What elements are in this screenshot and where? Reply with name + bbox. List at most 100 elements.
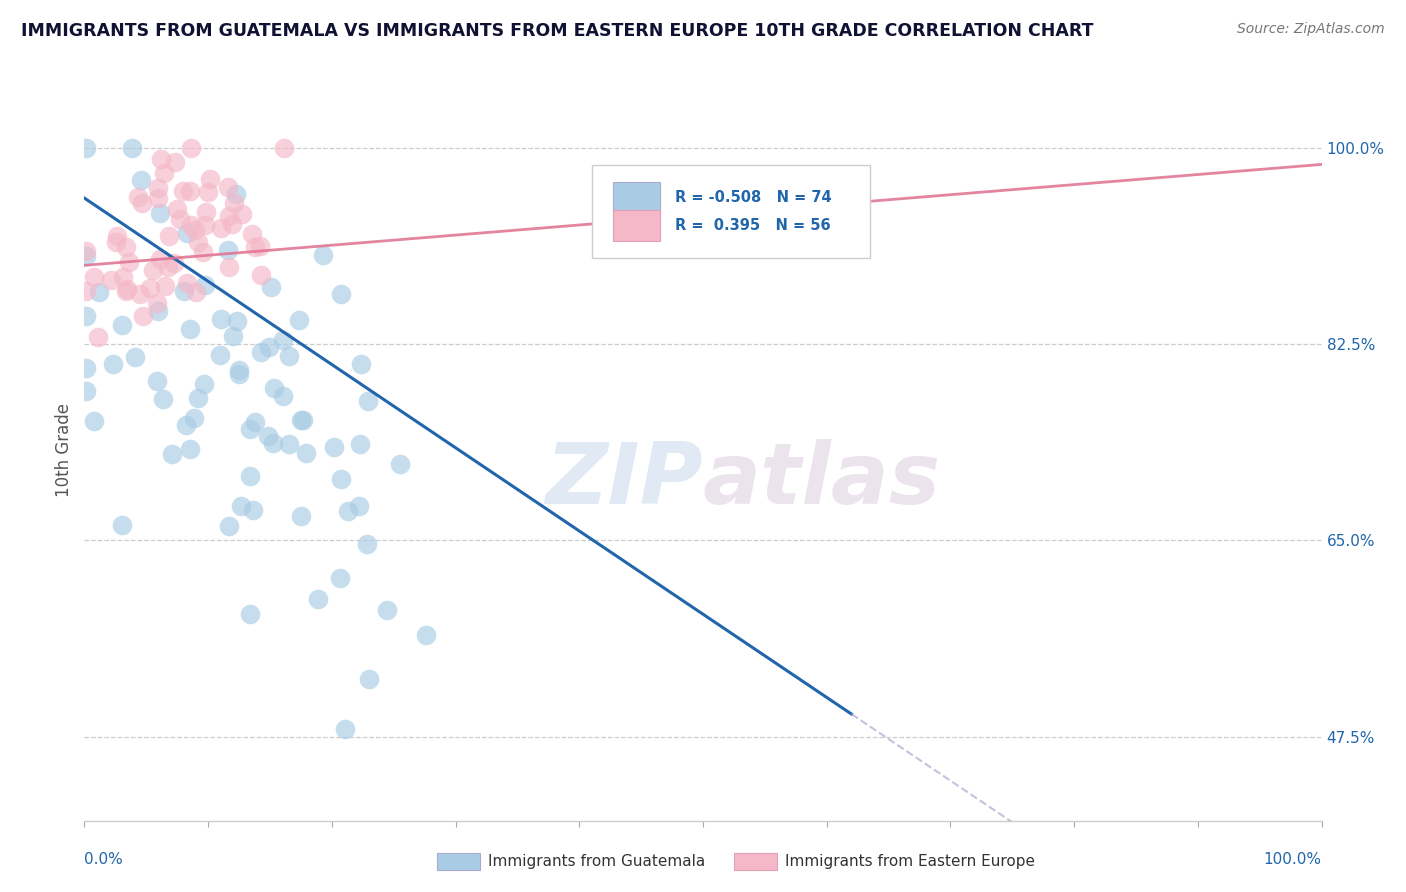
Point	[127, 190, 149, 204]
Point	[290, 413, 312, 427]
Point	[174, 417, 197, 432]
Point	[169, 211, 191, 226]
Bar	[734, 854, 778, 870]
Point	[221, 217, 243, 231]
Point	[287, 312, 309, 326]
Point	[240, 227, 263, 241]
Point	[163, 256, 186, 270]
Text: R =  0.395   N = 56: R = 0.395 N = 56	[675, 218, 830, 233]
Point	[111, 269, 134, 284]
Point	[114, 240, 136, 254]
Point	[193, 219, 215, 233]
Text: 0.0%: 0.0%	[84, 852, 124, 867]
Point	[149, 206, 172, 220]
Point	[209, 348, 232, 362]
Point	[290, 509, 312, 524]
Point	[239, 422, 262, 436]
Text: Immigrants from Eastern Europe: Immigrants from Eastern Europe	[785, 854, 1035, 869]
Point	[100, 273, 122, 287]
Point	[179, 322, 201, 336]
Point	[121, 140, 143, 154]
Point	[278, 350, 301, 364]
Point	[75, 249, 97, 263]
Point	[128, 286, 150, 301]
Point	[312, 248, 335, 262]
Point	[146, 191, 169, 205]
Point	[217, 179, 239, 194]
Point	[146, 296, 169, 310]
Point	[389, 458, 412, 472]
Point	[225, 187, 247, 202]
Point	[347, 499, 370, 513]
Point	[217, 243, 239, 257]
Text: atlas: atlas	[703, 439, 941, 522]
Point	[245, 240, 267, 254]
Point	[83, 269, 105, 284]
Point	[357, 394, 380, 409]
Point	[222, 196, 245, 211]
Text: Immigrants from Guatemala: Immigrants from Guatemala	[488, 854, 704, 869]
Point	[101, 358, 124, 372]
Point	[111, 318, 134, 332]
Point	[263, 381, 285, 395]
Point	[229, 500, 252, 514]
Point	[356, 537, 378, 551]
Point	[153, 279, 176, 293]
FancyBboxPatch shape	[592, 165, 870, 258]
Point	[277, 436, 299, 450]
Point	[209, 220, 232, 235]
Point	[186, 391, 208, 405]
Point	[184, 222, 207, 236]
Point	[249, 268, 271, 283]
Point	[197, 185, 219, 199]
Point	[209, 311, 232, 326]
Point	[186, 235, 208, 249]
Point	[180, 140, 202, 154]
Point	[218, 210, 240, 224]
Point	[118, 255, 141, 269]
Point	[291, 413, 314, 427]
Point	[307, 591, 329, 606]
Point	[75, 361, 97, 376]
Point	[231, 207, 253, 221]
Point	[172, 184, 194, 198]
Point	[150, 153, 173, 167]
Point	[166, 202, 188, 216]
Point	[142, 262, 165, 277]
Point	[83, 414, 105, 428]
Point	[218, 518, 240, 533]
Point	[165, 155, 187, 169]
Point	[148, 304, 170, 318]
Text: Source: ZipAtlas.com: Source: ZipAtlas.com	[1237, 22, 1385, 37]
Point	[375, 603, 398, 617]
Point	[257, 429, 280, 443]
Point	[184, 285, 207, 299]
Point	[176, 276, 198, 290]
Point	[329, 472, 352, 486]
Point	[75, 140, 97, 154]
Point	[111, 517, 134, 532]
Point	[262, 436, 284, 450]
Point	[336, 504, 359, 518]
Point	[259, 280, 281, 294]
Point	[193, 278, 215, 293]
Point	[330, 287, 353, 301]
Point	[218, 260, 240, 275]
Point	[242, 503, 264, 517]
Y-axis label: 10th Grade: 10th Grade	[55, 403, 73, 498]
Point	[75, 384, 97, 398]
Point	[200, 171, 222, 186]
Text: R = -0.508   N = 74: R = -0.508 N = 74	[675, 191, 831, 205]
Point	[86, 330, 108, 344]
Point	[228, 362, 250, 376]
Point	[173, 284, 195, 298]
Point	[228, 367, 250, 381]
Text: IMMIGRANTS FROM GUATEMALA VS IMMIGRANTS FROM EASTERN EUROPE 10TH GRADE CORRELATI: IMMIGRANTS FROM GUATEMALA VS IMMIGRANTS …	[21, 22, 1094, 40]
Point	[152, 392, 174, 407]
Point	[323, 440, 346, 454]
Point	[183, 410, 205, 425]
Text: 100.0%: 100.0%	[1264, 852, 1322, 867]
Point	[124, 351, 146, 365]
Point	[149, 252, 172, 267]
Point	[157, 228, 180, 243]
